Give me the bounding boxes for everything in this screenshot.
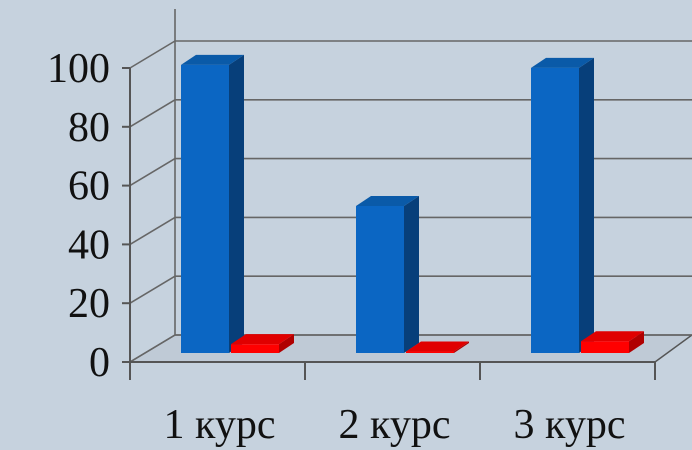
bar-side [579, 57, 594, 353]
bar-side [279, 334, 294, 353]
x-category-label: 2 курс [339, 402, 451, 448]
gridline-side [129, 99, 176, 128]
gridlines [129, 9, 692, 363]
bar [181, 64, 229, 353]
gridline-side [129, 334, 176, 363]
gridline-side [129, 216, 176, 246]
bar-side [229, 54, 244, 353]
bar-top [406, 341, 469, 352]
bar-side [404, 196, 419, 353]
bar-series-1 [356, 196, 419, 353]
bar-series-1 [181, 54, 244, 353]
y-tick-label: 0 [89, 340, 110, 386]
back-wall [175, 9, 692, 335]
y-axis [122, 67, 131, 363]
y-tick-label: 80 [68, 105, 110, 151]
y-tick-labels: 0 20 40 60 80 100 [47, 46, 110, 386]
bar-top [231, 334, 294, 345]
bar [231, 344, 279, 353]
gridline-side [129, 40, 176, 69]
y-tick-label: 20 [68, 281, 110, 327]
x-category-labels: 1 курс 2 курс 3 курс [164, 402, 626, 448]
y-tick-label: 40 [68, 222, 110, 268]
bar-side [454, 341, 469, 353]
y-tick-label: 60 [68, 164, 110, 210]
bar-top [356, 196, 419, 206]
bar-series-2 [406, 341, 469, 353]
bar [356, 206, 404, 353]
bar-top [531, 57, 594, 68]
x-category-label: 1 курс [164, 402, 276, 448]
bar [531, 67, 579, 353]
bar [406, 351, 454, 353]
bar-top [181, 54, 244, 65]
bar [581, 341, 629, 353]
bar-series-1 [531, 57, 594, 353]
bar-side [629, 331, 644, 353]
bars [181, 54, 644, 353]
y-tick-label: 100 [47, 46, 110, 92]
bar-series-2 [231, 334, 294, 353]
gridline-side [129, 157, 176, 187]
x-category-label: 3 курс [514, 402, 626, 448]
bar-series-2 [581, 331, 644, 353]
x-axis [129, 361, 656, 380]
bar-top [581, 331, 644, 342]
gridline-side [129, 275, 176, 304]
